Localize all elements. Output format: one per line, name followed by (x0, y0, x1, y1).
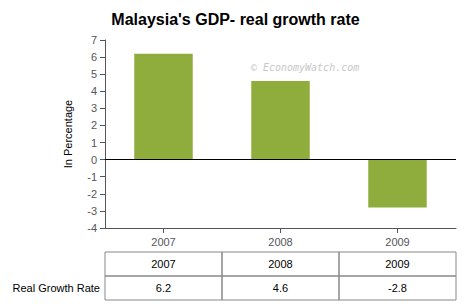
svg-text:-4: -4 (87, 222, 97, 234)
svg-text:Malaysia's GDP- real growth ra: Malaysia's GDP- real growth rate (111, 11, 359, 28)
svg-text:Real Growth Rate: Real Growth Rate (13, 282, 100, 294)
svg-text:2008: 2008 (268, 236, 292, 248)
svg-text:2007: 2007 (151, 236, 175, 248)
svg-text:5: 5 (91, 68, 97, 80)
svg-text:6: 6 (91, 51, 97, 63)
svg-text:2007: 2007 (151, 258, 175, 270)
svg-text:4.6: 4.6 (273, 282, 288, 294)
svg-text:-3: -3 (87, 205, 97, 217)
svg-text:-2: -2 (87, 188, 97, 200)
svg-text:-1: -1 (87, 171, 97, 183)
svg-text:-2.8: -2.8 (388, 282, 407, 294)
svg-text:© EconomyWatch.com: © EconomyWatch.com (251, 62, 359, 73)
svg-text:0: 0 (91, 154, 97, 166)
svg-text:1: 1 (91, 137, 97, 149)
svg-text:In Percentage: In Percentage (62, 100, 74, 169)
svg-text:3: 3 (91, 102, 97, 114)
svg-text:2: 2 (91, 119, 97, 131)
svg-text:2008: 2008 (268, 258, 292, 270)
svg-text:4: 4 (91, 85, 97, 97)
svg-text:2009: 2009 (385, 258, 409, 270)
svg-text:7: 7 (91, 34, 97, 46)
svg-text:2009: 2009 (385, 236, 409, 248)
svg-text:6.2: 6.2 (156, 282, 171, 294)
